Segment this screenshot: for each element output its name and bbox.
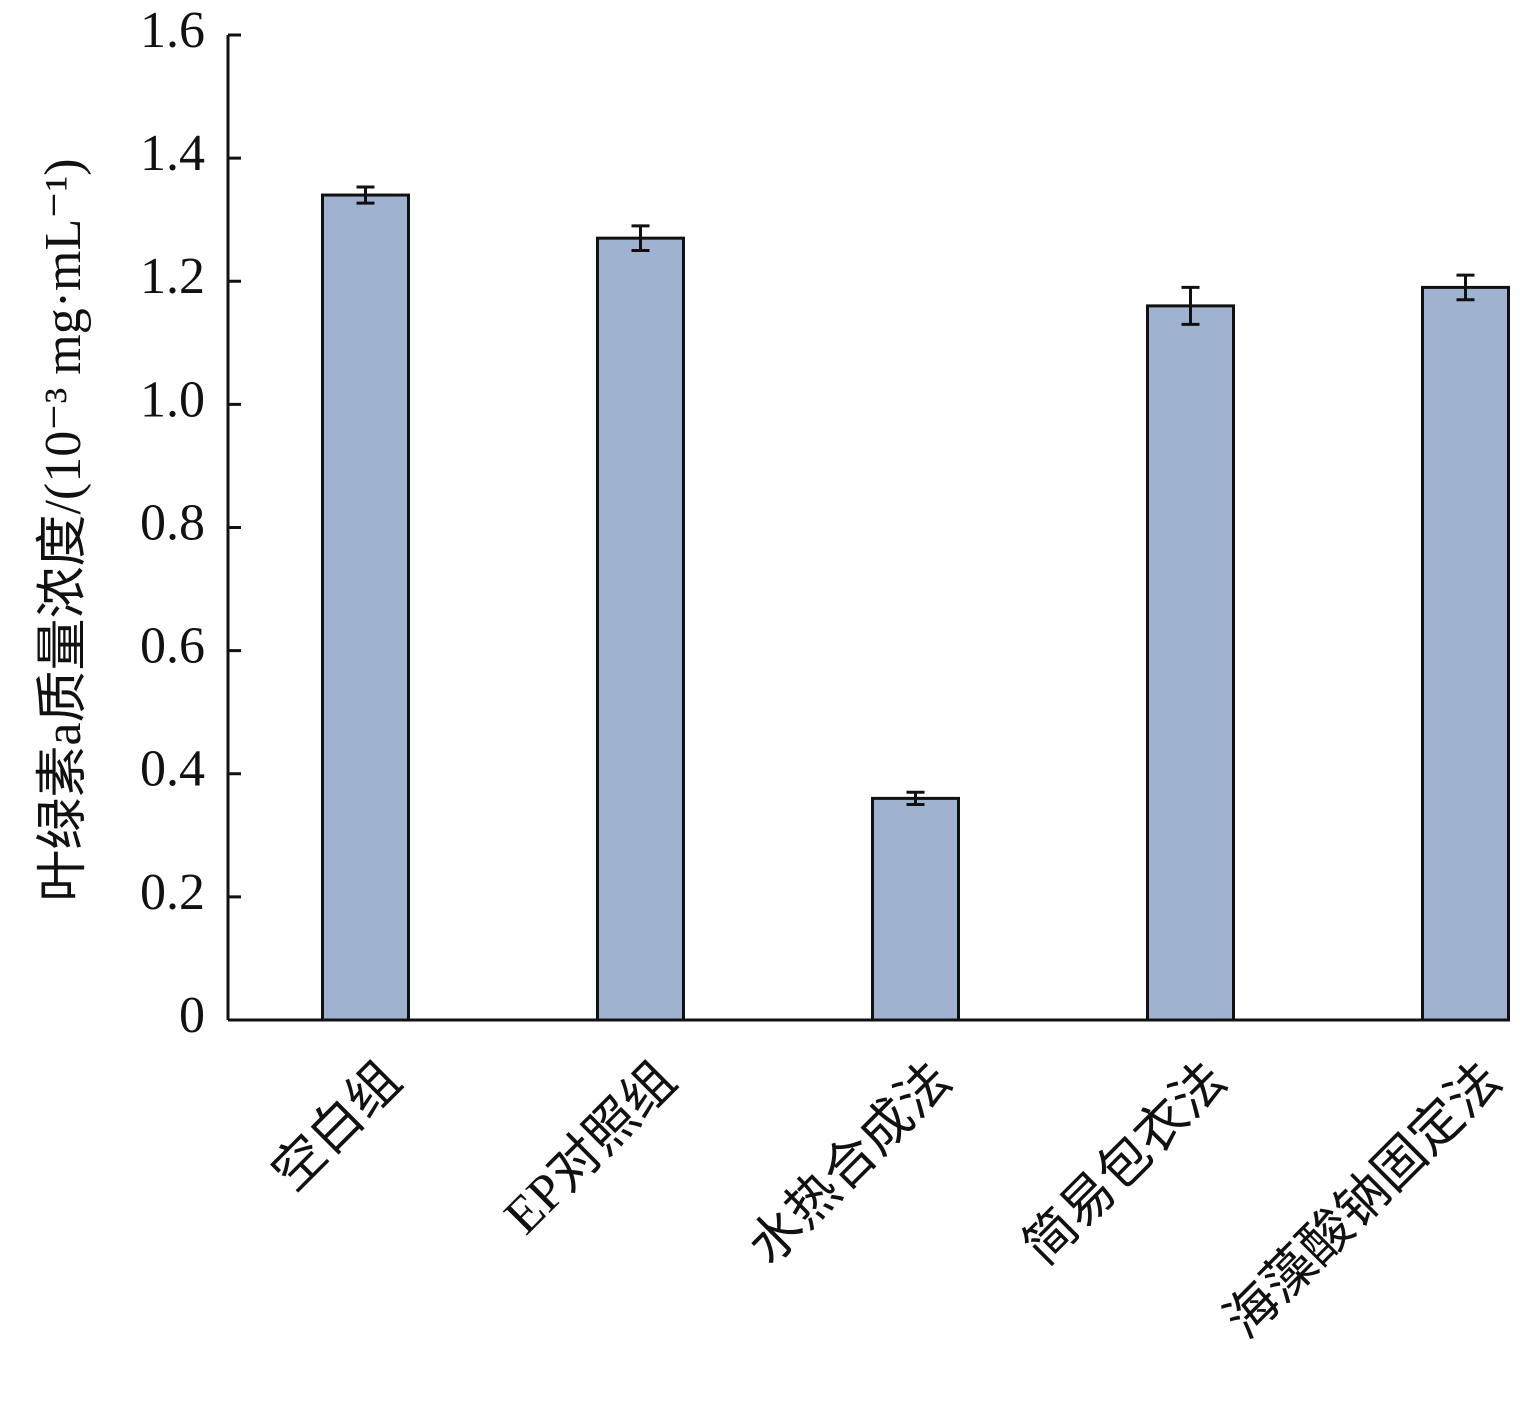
y-tick-label: 0.4 [140, 741, 205, 798]
y-tick-label: 0 [179, 987, 205, 1044]
error-bar [356, 185, 375, 205]
x-tick-label: 水热合成法 [738, 1052, 962, 1276]
y-tick-label: 0.2 [140, 864, 205, 921]
y-tick-label: 1.4 [140, 125, 205, 182]
bar [1421, 285, 1510, 1022]
y-tick-label: 1.6 [140, 2, 205, 59]
y-axis-label: 叶绿素a质量浓度/(10⁻³ mg·mL⁻¹) [35, 158, 92, 901]
error-bar [1456, 273, 1475, 302]
x-tick-label: 空白组 [262, 1052, 413, 1203]
bar [1146, 304, 1235, 1022]
y-tick-label: 0.8 [140, 494, 205, 551]
y-tick-label: 1.0 [140, 371, 205, 428]
error-bar [631, 224, 650, 252]
x-tick-label: EP对照组 [494, 1052, 688, 1246]
y-tick-label: 0.6 [140, 618, 205, 675]
bar [321, 193, 410, 1022]
error-bar [906, 790, 925, 807]
bar [596, 236, 685, 1022]
x-tick-label: 简易包衣法 [1013, 1052, 1237, 1276]
y-tick-label: 1.2 [140, 248, 205, 305]
error-bar [1181, 285, 1200, 326]
x-tick-label: 海藻酸钠固定法 [1215, 1052, 1513, 1350]
bar [871, 796, 960, 1022]
